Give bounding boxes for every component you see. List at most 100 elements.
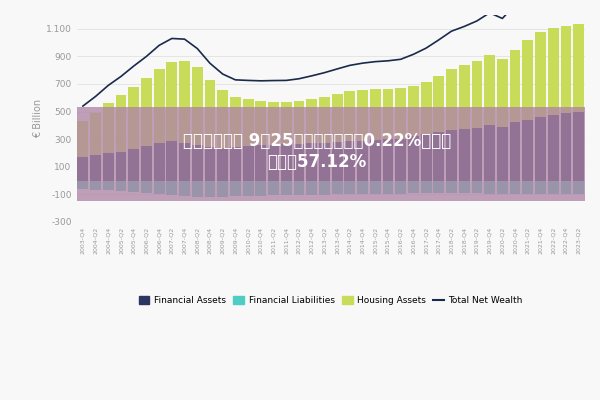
Bar (421, 134, 431, 180)
Bar (77, 121, 88, 180)
Bar (548, 180, 559, 194)
Bar (230, 97, 241, 180)
Bar (370, 89, 380, 180)
Bar (77, 180, 88, 189)
Bar (154, 180, 164, 194)
Bar (459, 180, 470, 194)
Bar (281, 102, 292, 180)
Bar (319, 143, 330, 180)
Bar (560, 26, 571, 180)
Bar (154, 143, 164, 180)
Bar (268, 102, 279, 180)
Bar (484, 180, 495, 194)
Bar (268, 145, 279, 180)
Bar (484, 55, 495, 180)
Bar (408, 180, 419, 194)
Bar (90, 155, 101, 180)
Bar (179, 143, 190, 180)
Bar (205, 80, 215, 180)
Bar (395, 180, 406, 194)
Bar (103, 180, 113, 190)
Bar (77, 108, 585, 201)
Bar (319, 97, 330, 180)
Bar (103, 103, 113, 180)
Bar (179, 180, 190, 196)
Bar (459, 129, 470, 180)
Bar (116, 152, 127, 180)
Bar (472, 61, 482, 180)
Bar (446, 180, 457, 194)
Bar (421, 180, 431, 194)
Bar (370, 180, 380, 194)
Bar (217, 148, 228, 180)
Bar (573, 112, 584, 180)
Bar (357, 180, 368, 194)
Text: 大庆期货配资 9月25日合兴转债下跌0.22%，转股
溢价率57.12%: 大庆期货配资 9月25日合兴转债下跌0.22%，转股 溢价率57.12% (182, 132, 451, 171)
Bar (509, 122, 520, 180)
Bar (497, 60, 508, 180)
Bar (128, 180, 139, 192)
Bar (344, 91, 355, 180)
Bar (383, 180, 394, 194)
Bar (548, 28, 559, 180)
Bar (344, 141, 355, 180)
Bar (484, 125, 495, 180)
Bar (446, 69, 457, 180)
Bar (509, 180, 520, 194)
Bar (293, 180, 304, 195)
Bar (166, 141, 177, 180)
Bar (383, 89, 394, 180)
Bar (128, 87, 139, 180)
Bar (192, 146, 203, 180)
Bar (548, 115, 559, 180)
Bar (166, 180, 177, 196)
Bar (116, 95, 127, 180)
Bar (344, 180, 355, 194)
Bar (535, 32, 546, 180)
Bar (459, 65, 470, 180)
Bar (103, 153, 113, 180)
Y-axis label: € Billion: € Billion (33, 99, 43, 138)
Bar (217, 180, 228, 197)
Bar (306, 180, 317, 195)
Bar (395, 138, 406, 180)
Bar (306, 99, 317, 180)
Bar (141, 146, 152, 180)
Bar (116, 180, 127, 191)
Bar (433, 132, 444, 180)
Bar (281, 144, 292, 180)
Bar (179, 60, 190, 180)
Bar (370, 140, 380, 180)
Bar (535, 117, 546, 180)
Bar (497, 126, 508, 180)
Bar (332, 94, 343, 180)
Bar (141, 78, 152, 180)
Bar (243, 100, 254, 180)
Bar (395, 88, 406, 180)
Bar (433, 180, 444, 194)
Bar (268, 180, 279, 196)
Bar (509, 50, 520, 180)
Bar (256, 180, 266, 196)
Bar (166, 62, 177, 180)
Bar (256, 101, 266, 180)
Bar (535, 180, 546, 194)
Bar (433, 76, 444, 180)
Legend: Financial Assets, Financial Liabilities, Housing Assets, Total Net Wealth: Financial Assets, Financial Liabilities,… (135, 292, 527, 308)
Bar (90, 113, 101, 180)
Bar (192, 68, 203, 180)
Bar (243, 180, 254, 196)
Bar (293, 101, 304, 180)
Bar (383, 139, 394, 180)
Bar (357, 90, 368, 180)
Bar (77, 157, 88, 180)
Bar (141, 180, 152, 193)
Bar (319, 180, 330, 194)
Bar (523, 180, 533, 194)
Bar (523, 40, 533, 180)
Bar (205, 180, 215, 197)
Bar (357, 140, 368, 180)
Bar (128, 149, 139, 180)
Bar (421, 82, 431, 180)
Bar (560, 113, 571, 180)
